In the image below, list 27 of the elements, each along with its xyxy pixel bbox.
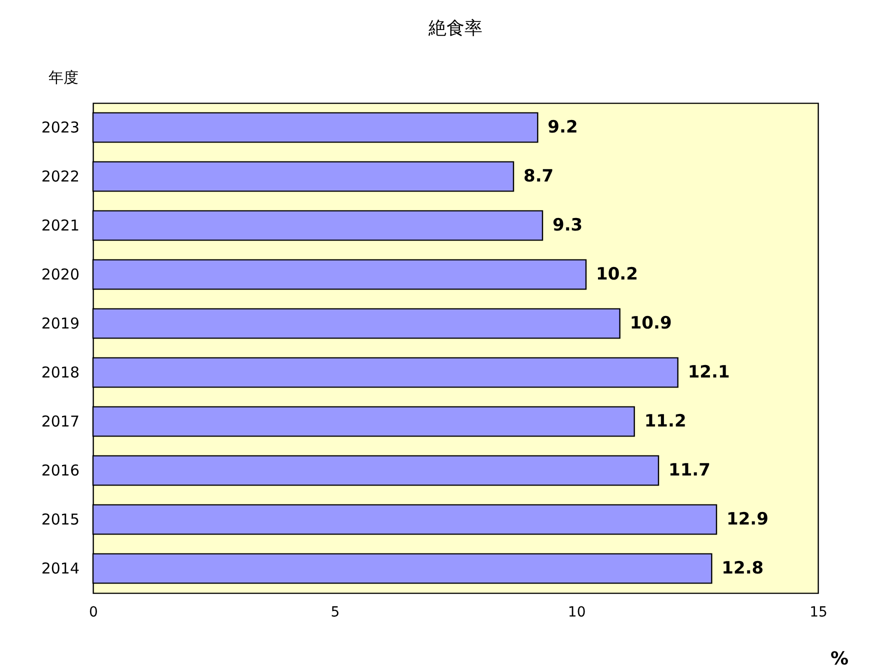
x-tick-label: 15 xyxy=(810,604,828,620)
x-axis-title: % xyxy=(830,648,848,666)
data-label: 10.2 xyxy=(596,264,638,284)
y-tick-label: 2015 xyxy=(41,510,80,528)
y-tick-label: 2019 xyxy=(41,314,80,332)
data-label: 12.8 xyxy=(722,558,764,578)
y-tick-label: 2022 xyxy=(41,168,80,186)
data-label: 10.9 xyxy=(630,314,672,334)
data-label: 12.1 xyxy=(688,362,730,382)
data-label: 11.2 xyxy=(644,412,686,432)
data-label: 8.7 xyxy=(524,166,554,186)
y-tick-label: 2018 xyxy=(41,364,80,382)
data-label: 12.9 xyxy=(726,510,768,530)
y-tick-label: 2023 xyxy=(41,118,80,136)
y-tick-label: 2021 xyxy=(41,216,80,234)
x-tick-label: 0 xyxy=(89,604,98,620)
y-tick-label: 2014 xyxy=(41,560,80,578)
y-tick-label: 2016 xyxy=(41,462,80,480)
x-tick-label: 10 xyxy=(568,604,586,620)
chart-title: 絶食率 xyxy=(428,18,482,39)
y-tick-label: 2020 xyxy=(41,266,80,284)
y-tick-label: 2017 xyxy=(41,412,80,430)
data-label: 9.2 xyxy=(548,118,578,138)
x-tick-label: 5 xyxy=(330,604,340,620)
data-label: 9.3 xyxy=(552,216,583,236)
y-axis-title: 年度 xyxy=(48,68,78,86)
data-label: 11.7 xyxy=(668,460,710,480)
